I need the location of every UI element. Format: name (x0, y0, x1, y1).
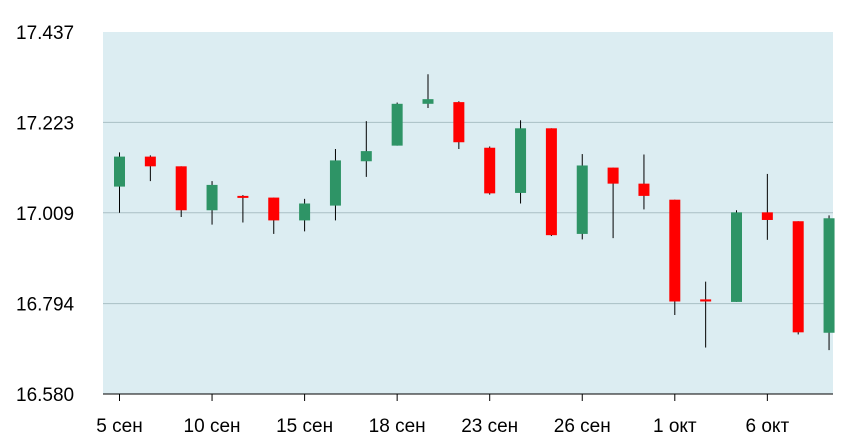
candle-body-down (761, 212, 773, 220)
candle (299, 198, 311, 232)
candle (823, 215, 835, 351)
candle-body-down (484, 147, 496, 194)
y-tick-label: 17.009 (16, 204, 74, 225)
x-ticks (119, 394, 768, 401)
candle (237, 195, 249, 223)
candle-body-up (731, 212, 742, 302)
candle (484, 146, 496, 195)
x-tick-labels: 5 сен 10 сен 15 сен 18 сен 23 сен 26 сен 1 окт… (96, 416, 789, 437)
candle-body-down (453, 102, 465, 143)
candle-body-down (607, 167, 619, 184)
candle-body-up (114, 156, 125, 187)
x-tick-label: 5 сен (96, 416, 142, 437)
candle-body-up (391, 103, 403, 146)
candle (360, 121, 372, 177)
candle-body-down (638, 183, 650, 196)
candle (391, 102, 403, 146)
candle-body-up (515, 128, 527, 193)
x-tick-label: 15 сен (276, 416, 333, 437)
candle-body-up (206, 184, 218, 211)
candle (545, 128, 557, 237)
candle-body-up (329, 160, 341, 206)
candle-body-down (792, 221, 804, 333)
x-tick-label: 26 сен (554, 416, 611, 437)
candle (576, 154, 588, 240)
candle-body-up (360, 151, 372, 162)
candle (638, 154, 650, 210)
x-tick-label: 6 окт (746, 416, 790, 437)
candle (144, 155, 156, 182)
candle (206, 181, 218, 225)
candle-body-up (576, 165, 588, 234)
candle (669, 199, 681, 316)
candle (114, 152, 125, 213)
candle (422, 74, 434, 109)
candle (453, 101, 465, 150)
candle (700, 281, 712, 348)
candle-body-up (823, 218, 835, 333)
y-tick-label: 17.437 (16, 23, 74, 44)
candle (329, 149, 341, 221)
candle-body-down (144, 156, 156, 167)
candle-body-down (545, 128, 557, 236)
y-tick-label: 17.223 (16, 113, 74, 134)
candle (268, 197, 280, 234)
candle-body-up (422, 99, 434, 104)
candle-body-down (175, 166, 187, 211)
candle (515, 120, 527, 204)
candle-body-down (237, 195, 249, 198)
candle (607, 167, 619, 239)
x-tick-label: 18 сен (369, 416, 426, 437)
candle-body-down (669, 199, 681, 302)
candle (175, 166, 187, 218)
candle-body-down (700, 299, 712, 302)
candle (761, 173, 773, 240)
gridlines (103, 121, 833, 305)
y-tick-labels: 17.437 17.223 17.009 16.794 16.580 (16, 23, 75, 406)
x-tick-label: 10 сен (184, 416, 241, 437)
y-tick-label: 16.794 (16, 295, 75, 316)
y-tick-label: 16.580 (16, 385, 74, 406)
x-tick-label: 23 сен (461, 416, 518, 437)
candle-body-down (268, 197, 280, 221)
candle-body-up (299, 203, 311, 221)
x-tick-label: 1 окт (653, 416, 697, 437)
candle (792, 221, 804, 335)
candles (114, 74, 835, 351)
candle (731, 210, 742, 302)
